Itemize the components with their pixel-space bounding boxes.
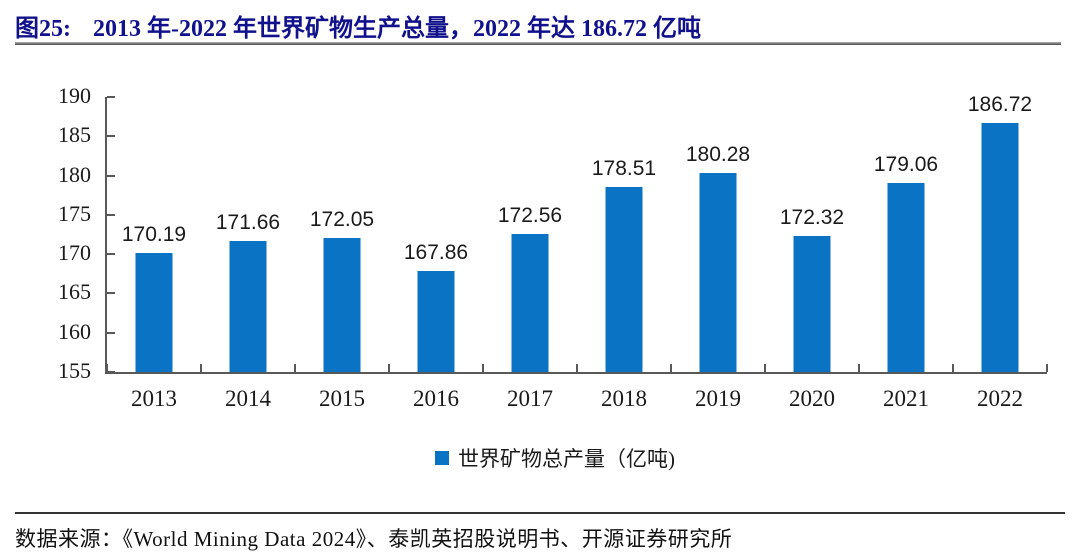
figure-title: 2013 年-2022 年世界矿物生产总量，2022 年达 186.72 亿吨 xyxy=(93,16,701,42)
x-axis-tick xyxy=(764,364,766,372)
x-category-label-2022: 2022 xyxy=(977,386,1023,411)
y-axis-tick xyxy=(107,213,115,216)
x-category-label-2014: 2014 xyxy=(225,386,271,411)
data-source-note: 数据来源：《World Mining Data 2024》、泰凯英招股说明书、开… xyxy=(15,527,733,551)
x-category-label-2013: 2013 xyxy=(131,386,177,411)
y-axis-tick-label: 185 xyxy=(58,122,91,148)
y-axis-tick xyxy=(107,331,115,334)
bar-2019 xyxy=(699,173,737,372)
bar-2022 xyxy=(981,122,1019,372)
x-category-label-2016: 2016 xyxy=(413,386,459,411)
plot-area: 155 160 165 170 175 180 185 190 170.19 2013 171.66… xyxy=(58,84,1048,410)
bar-value-label-2018: 178.51 xyxy=(591,157,657,181)
bar-2020 xyxy=(793,235,831,372)
y-axis-tick-label: 160 xyxy=(58,318,91,344)
y-axis-line xyxy=(105,97,107,374)
title-divider xyxy=(15,42,1061,45)
x-axis-tick xyxy=(858,364,860,372)
y-axis-tick xyxy=(107,292,115,295)
figure-number-label: 图25: xyxy=(15,16,71,42)
y-axis-tick xyxy=(107,253,115,256)
x-axis-tick xyxy=(482,364,484,372)
y-axis-tick-label: 180 xyxy=(58,161,91,187)
x-category-label-2018: 2018 xyxy=(601,386,647,411)
bar-2015 xyxy=(323,238,361,372)
bar-value-label-2017: 172.56 xyxy=(497,204,563,228)
bar-value-label-2022: 186.72 xyxy=(967,92,1033,116)
y-axis-tick xyxy=(107,135,115,138)
y-axis-tick-label: 175 xyxy=(58,200,91,226)
x-category-label-2021: 2021 xyxy=(883,386,929,411)
x-axis-tick xyxy=(388,364,390,372)
x-axis-tick xyxy=(1046,364,1048,372)
chart-legend: 世界矿物总产量（亿吨) xyxy=(435,443,675,473)
x-axis-line xyxy=(105,372,1047,374)
bar-2021 xyxy=(887,182,925,372)
bar-2014 xyxy=(229,241,267,372)
bar-value-label-2013: 170.19 xyxy=(121,222,187,246)
figure-header: 图25: 2013 年-2022 年世界矿物生产总量，2022 年达 186.7… xyxy=(15,8,701,43)
x-category-label-2019: 2019 xyxy=(695,386,741,411)
bar-2018 xyxy=(605,187,643,372)
bar-value-label-2021: 179.06 xyxy=(873,152,939,176)
x-axis-tick xyxy=(670,364,672,372)
bar-value-label-2019: 180.28 xyxy=(685,143,751,167)
bar-value-label-2016: 167.86 xyxy=(403,240,469,264)
x-axis-tick xyxy=(576,364,578,372)
y-axis-tick xyxy=(107,96,115,98)
legend-swatch xyxy=(435,451,449,465)
bar-2017 xyxy=(511,234,549,372)
bar-value-label-2014: 171.66 xyxy=(215,211,281,235)
bar-2016 xyxy=(417,270,455,372)
x-axis-tick xyxy=(952,364,954,372)
legend-label: 世界矿物总产量（亿吨) xyxy=(458,447,675,471)
y-axis-tick-label: 190 xyxy=(58,82,91,108)
bar-value-label-2020: 172.32 xyxy=(779,205,845,229)
x-category-label-2020: 2020 xyxy=(789,386,835,411)
y-axis-tick-label: 165 xyxy=(58,279,91,305)
bar-2013 xyxy=(135,252,173,372)
bar-value-label-2015: 172.05 xyxy=(309,208,375,232)
y-axis-tick-label: 170 xyxy=(58,240,91,266)
x-category-label-2017: 2017 xyxy=(507,386,553,411)
y-axis-tick xyxy=(107,174,115,177)
x-axis-tick xyxy=(200,364,202,372)
x-axis-tick xyxy=(294,364,296,372)
y-axis-tick xyxy=(107,371,115,373)
x-axis-tick xyxy=(106,364,108,372)
x-category-label-2015: 2015 xyxy=(319,386,365,411)
y-axis-tick-label: 155 xyxy=(58,357,91,383)
footer-divider xyxy=(15,512,1065,514)
